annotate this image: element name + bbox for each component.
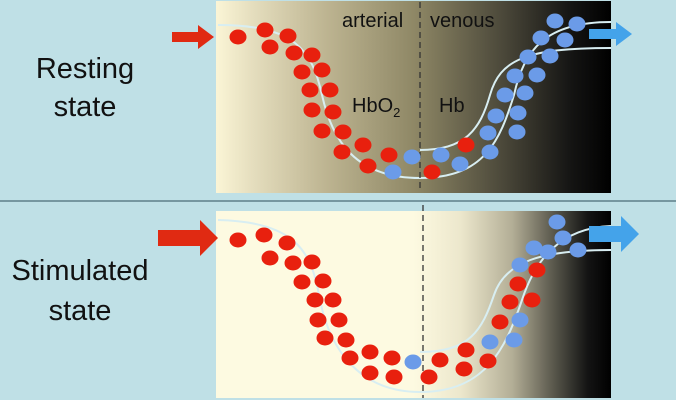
oxygenated-cell	[333, 144, 351, 160]
deoxygenated-cell	[546, 13, 564, 29]
deoxygenated-cell	[511, 257, 529, 273]
deoxygenated-cell	[516, 85, 534, 101]
stimulated-label-line1: Stimulated	[11, 255, 148, 287]
arterial-label: arterial	[342, 10, 403, 32]
oxygenated-cell	[279, 28, 297, 44]
deoxygenated-cell	[541, 48, 559, 64]
stimulated-panel: Stimulated state	[11, 205, 639, 398]
stimulated-blood-cells	[229, 214, 587, 385]
deoxygenated-cell	[506, 68, 524, 84]
resting-inflow-arrow	[172, 25, 214, 49]
stimulated-outflow-arrow	[589, 216, 639, 252]
oxygenated-cell	[455, 361, 473, 377]
deoxygenated-cell	[403, 149, 421, 165]
stimulated-vessel-inner-right	[419, 249, 612, 353]
deoxygenated-cell	[532, 30, 550, 46]
oxygenated-cell	[457, 342, 475, 358]
deoxygenated-cell	[384, 164, 402, 180]
oxygenated-cell	[501, 294, 519, 310]
oxygenated-cell	[324, 104, 342, 120]
resting-label-line1: Resting	[36, 53, 134, 85]
oxygenated-cell	[229, 29, 247, 45]
deoxygenated-cell	[569, 242, 587, 258]
oxygenated-cell	[354, 137, 372, 153]
stimulated-label-line2: state	[49, 295, 112, 327]
oxygenated-cell	[255, 227, 273, 243]
deoxygenated-cell	[487, 108, 505, 124]
oxygenated-cell	[337, 332, 355, 348]
oxygenated-cell	[330, 312, 348, 328]
deoxygenated-cell	[432, 147, 450, 163]
oxygenated-cell	[301, 82, 319, 98]
oxygenated-cell	[423, 164, 441, 180]
oxygenated-cell	[261, 250, 279, 266]
deoxygenated-cell	[481, 144, 499, 160]
oxygenated-cell	[278, 235, 296, 251]
venous-label: venous	[430, 10, 495, 32]
deoxygenated-cell	[519, 49, 537, 65]
oxygenated-cell	[284, 255, 302, 271]
oxygenated-cell	[380, 147, 398, 163]
resting-outflow-arrow	[589, 22, 632, 46]
oxygenated-cell	[293, 64, 311, 80]
deoxygenated-cell	[528, 67, 546, 83]
oxygenated-cell	[528, 262, 546, 278]
deoxygenated-cell	[525, 240, 543, 256]
oxygenated-cell	[309, 312, 327, 328]
oxygenated-cell	[313, 62, 331, 78]
resting-panel: arterial venous HbO2 Hb Resting state	[36, 1, 632, 193]
oxygenated-cell	[306, 292, 324, 308]
oxygenated-cell	[341, 350, 359, 366]
deoxygenated-cell	[554, 230, 572, 246]
deoxygenated-cell	[479, 125, 497, 141]
deoxygenated-cell	[539, 244, 557, 260]
oxygenated-cell	[321, 82, 339, 98]
oxygenated-cell	[229, 232, 247, 248]
resting-blood-cells	[229, 13, 586, 180]
oxygenated-cell	[303, 47, 321, 63]
deoxygenated-cell	[496, 87, 514, 103]
deoxygenated-cell	[548, 214, 566, 230]
oxygenated-cell	[361, 365, 379, 381]
oxygenated-cell	[256, 22, 274, 38]
oxygenated-cell	[385, 369, 403, 385]
oxygenated-cell	[420, 369, 438, 385]
deoxygenated-cell	[556, 32, 574, 48]
deoxygenated-cell	[511, 312, 529, 328]
oxygenated-cell	[361, 344, 379, 360]
oxygenated-cell	[334, 124, 352, 140]
oxygenated-cell	[509, 276, 527, 292]
oxygenated-cell	[261, 39, 279, 55]
oxygenated-cell	[431, 352, 449, 368]
oxygenated-cell	[303, 254, 321, 270]
hb-label: Hb	[439, 95, 465, 117]
oxygenated-cell	[285, 45, 303, 61]
stimulated-background-gradient	[216, 211, 611, 398]
deoxygenated-cell	[451, 156, 469, 172]
oxygenated-cell	[479, 353, 497, 369]
hbo2-label: HbO2	[352, 95, 400, 120]
oxygenated-cell	[457, 137, 475, 153]
deoxygenated-cell	[509, 105, 527, 121]
resting-label-line2: state	[54, 91, 117, 123]
oxygenated-cell	[359, 158, 377, 174]
oxygenated-cell	[314, 273, 332, 289]
oxygenated-cell	[316, 330, 334, 346]
deoxygenated-cell	[568, 16, 586, 32]
oxygenated-cell	[523, 292, 541, 308]
stimulated-inflow-arrow	[158, 220, 218, 256]
oxygenated-cell	[293, 274, 311, 290]
deoxygenated-cell	[404, 354, 422, 370]
oxygenated-cell	[313, 123, 331, 139]
deoxygenated-cell	[481, 334, 499, 350]
oxygenated-cell	[303, 102, 321, 118]
oxygenated-cell	[324, 292, 342, 308]
oxygenated-cell	[491, 314, 509, 330]
oxygenated-cell	[383, 350, 401, 366]
deoxygenated-cell	[508, 124, 526, 140]
deoxygenated-cell	[505, 332, 523, 348]
